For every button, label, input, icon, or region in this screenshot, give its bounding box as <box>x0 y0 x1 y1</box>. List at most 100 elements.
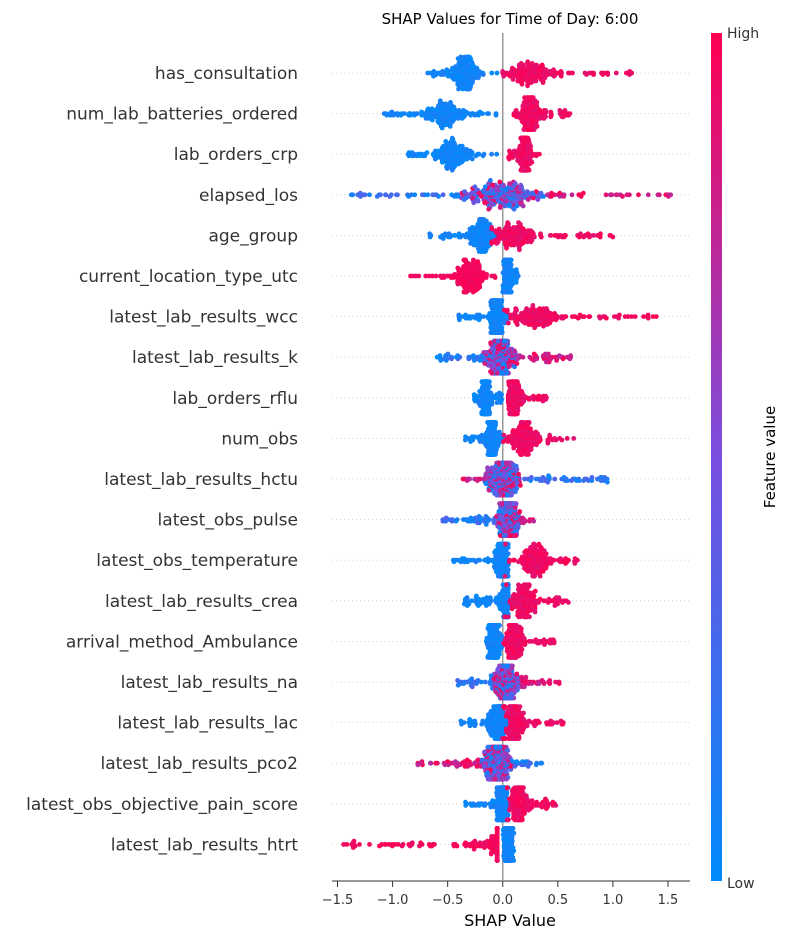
shap-point <box>627 69 632 74</box>
shap-point <box>511 379 516 384</box>
shap-point <box>507 157 512 162</box>
feature-row-current_location_type_utc <box>408 258 520 295</box>
shap-point <box>478 110 483 115</box>
shap-point <box>487 488 492 493</box>
shap-point <box>502 614 507 619</box>
shap-point <box>456 116 461 121</box>
shap-point <box>560 114 565 119</box>
shap-point <box>487 655 492 660</box>
shap-point <box>355 192 360 197</box>
shap-point <box>462 147 467 152</box>
shap-point <box>465 87 470 92</box>
shap-point <box>450 519 455 524</box>
shap-point <box>521 103 526 108</box>
shap-point <box>511 316 516 321</box>
shap-point <box>483 411 488 416</box>
shap-point <box>519 389 524 394</box>
shap-point <box>614 192 619 197</box>
shap-point <box>484 379 489 384</box>
shap-point <box>488 391 493 396</box>
shap-point <box>519 311 524 316</box>
shap-point <box>552 477 557 482</box>
shap-point <box>522 168 527 173</box>
shap-point <box>496 330 501 335</box>
shap-point <box>475 66 480 71</box>
shap-point <box>533 610 538 615</box>
shap-point <box>444 122 449 127</box>
feature-row-age_group <box>427 217 615 254</box>
shap-point <box>481 270 486 275</box>
shap-point <box>466 194 471 199</box>
shap-point <box>523 642 528 647</box>
shap-point <box>475 478 480 483</box>
shap-point <box>533 589 538 594</box>
shap-point <box>520 119 525 124</box>
shap-point <box>531 95 536 100</box>
shap-point <box>515 150 520 155</box>
shap-point <box>448 124 453 129</box>
shap-point <box>570 314 575 319</box>
shap-point <box>473 184 478 189</box>
shap-point <box>503 204 508 209</box>
shap-point <box>419 110 424 115</box>
shap-point <box>529 356 534 361</box>
shap-point <box>496 655 501 660</box>
shap-point <box>466 316 471 321</box>
shap-point <box>520 241 525 246</box>
shap-point <box>477 317 482 322</box>
shap-point <box>433 157 438 162</box>
shap-point <box>506 392 511 397</box>
shap-point <box>516 525 521 530</box>
shap-point <box>490 330 495 335</box>
shap-point <box>529 475 534 480</box>
shap-point <box>556 595 561 600</box>
shap-point <box>527 519 532 524</box>
shap-point <box>471 314 476 319</box>
shap-point <box>416 274 421 279</box>
shap-point <box>498 230 503 235</box>
shap-point <box>474 594 479 599</box>
shap-point <box>513 489 518 494</box>
shap-point <box>524 450 529 455</box>
shap-point <box>574 478 579 483</box>
shap-point <box>501 439 506 444</box>
shap-point <box>489 71 494 76</box>
shap-point <box>468 113 473 118</box>
shap-point <box>485 465 490 470</box>
shap-point <box>527 420 532 425</box>
shap-point <box>515 594 520 599</box>
shap-point <box>522 477 527 482</box>
shap-point <box>488 319 493 324</box>
feature-row-arrival_method_Ambulance <box>484 623 557 660</box>
shap-point <box>581 191 586 196</box>
shap-point <box>484 350 489 355</box>
shap-point <box>544 306 549 311</box>
shap-point <box>563 561 568 566</box>
shap-point <box>446 352 451 357</box>
shap-point <box>470 157 475 162</box>
shap-point <box>477 558 482 563</box>
shap-point <box>483 472 488 477</box>
shap-point <box>486 207 491 212</box>
shap-point <box>525 127 530 132</box>
shap-point <box>465 559 470 564</box>
shap-point <box>521 204 526 209</box>
shap-point <box>591 72 596 77</box>
shap-point <box>472 243 477 248</box>
shap-point <box>427 231 432 236</box>
shap-point <box>488 595 493 600</box>
shap-point <box>581 478 586 483</box>
shap-point <box>534 356 539 361</box>
shap-point <box>520 319 525 324</box>
shap-point <box>475 259 480 264</box>
shap-point <box>473 399 478 404</box>
shap-point <box>432 69 437 74</box>
shap-point <box>473 598 478 603</box>
shap-point <box>530 191 535 196</box>
shap-point <box>480 278 485 283</box>
shap-point <box>555 316 560 321</box>
shap-point <box>490 402 495 407</box>
shap-point <box>507 600 512 605</box>
shap-point <box>407 150 412 155</box>
shap-point <box>545 192 550 197</box>
